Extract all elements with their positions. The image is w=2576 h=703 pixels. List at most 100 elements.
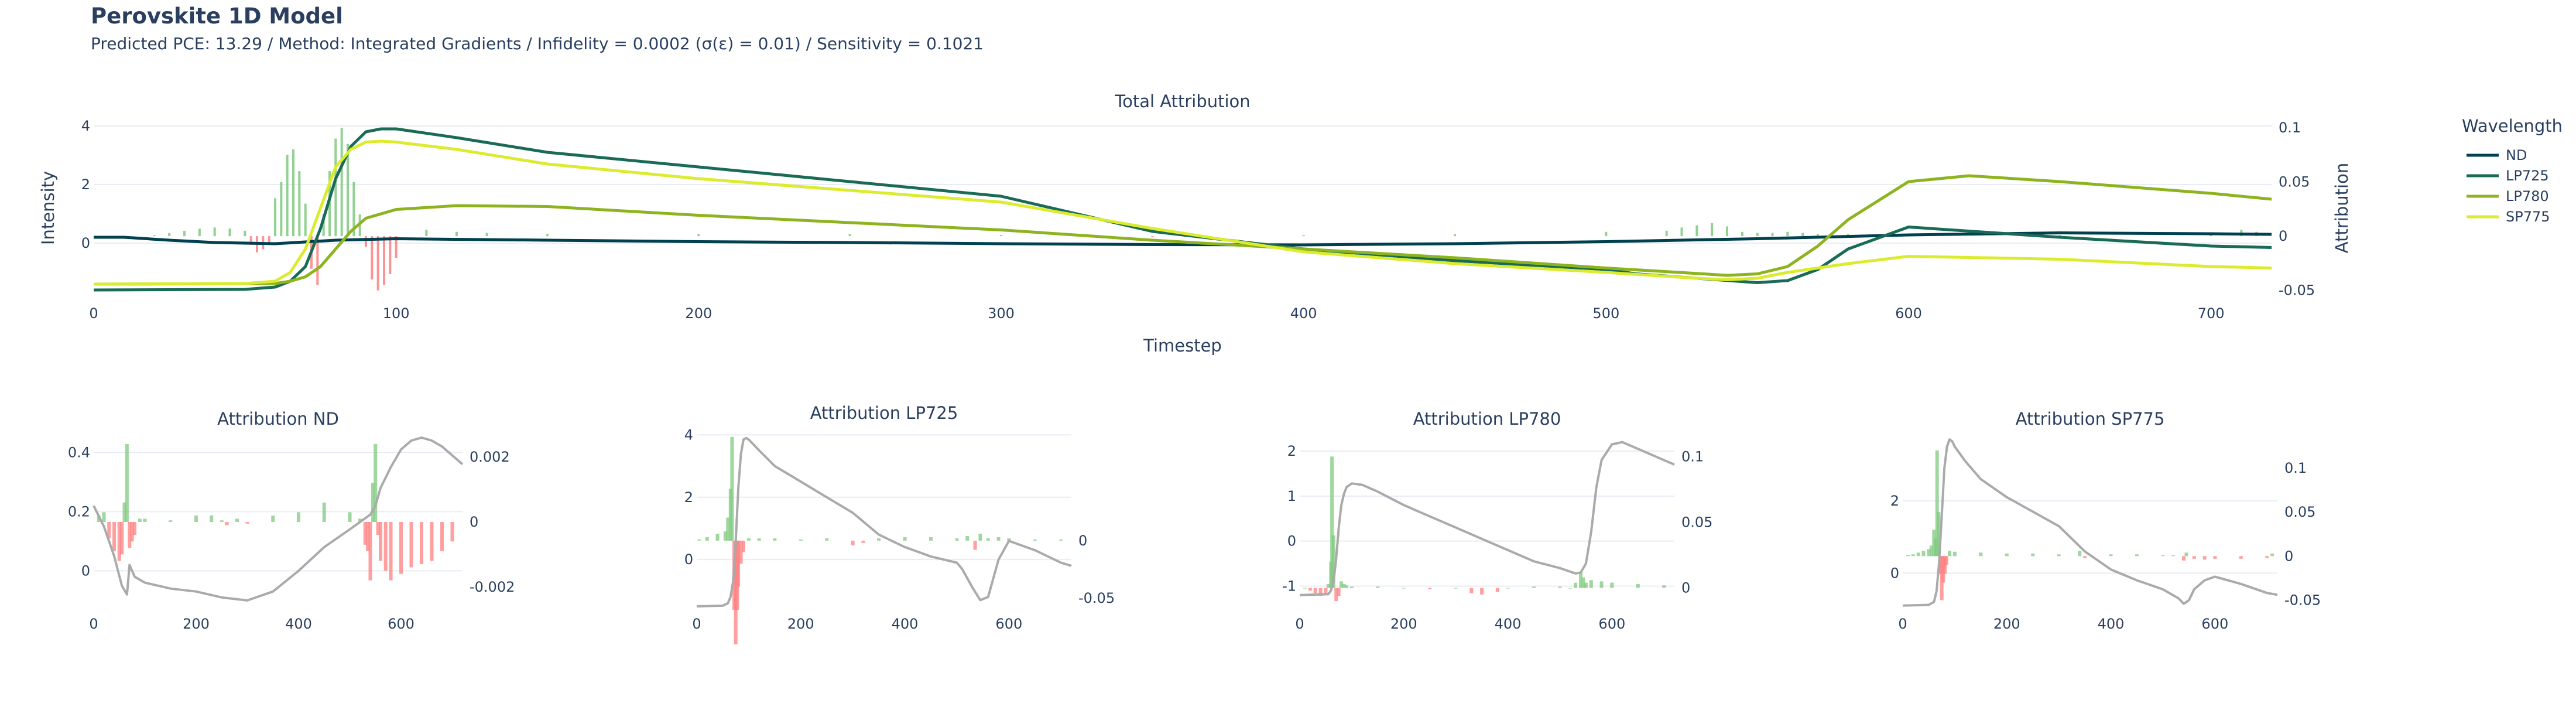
attribution-bar — [1921, 551, 1926, 557]
attribution-bar — [2270, 553, 2274, 557]
attribution-bar — [1756, 233, 1759, 237]
attribution-bar — [1326, 583, 1330, 588]
attribution-bar — [102, 512, 106, 522]
x-tick-label: 0 — [89, 616, 98, 632]
attribution-bar — [2192, 556, 2196, 559]
attribution-bar — [368, 522, 372, 581]
attribution-bar — [1662, 585, 1666, 588]
x-tick-label: 600 — [1895, 305, 1922, 322]
x-axis-label: Timestep — [1143, 336, 1222, 356]
attribution-bar — [1589, 580, 1593, 588]
attribution-bar — [1007, 538, 1011, 541]
series-line-lp725 — [93, 127, 2272, 292]
attribution-bar — [861, 540, 865, 543]
attribution-bar — [117, 522, 121, 561]
attribution-bar — [235, 518, 239, 522]
attribution-bar — [973, 540, 977, 550]
legend-title: Wavelength — [2462, 116, 2563, 136]
attribution-bar — [1033, 539, 1037, 541]
attribution-bar — [1911, 554, 1915, 557]
attribution-bar — [986, 538, 990, 541]
attribution-bar — [1330, 456, 1334, 588]
attribution-bar — [125, 444, 129, 522]
legend-entry-lp725: LP725 — [2506, 168, 2549, 184]
y-tick-label: 0 — [81, 562, 90, 579]
attribution-bar — [1454, 234, 1456, 237]
intensity-line — [1299, 441, 1675, 596]
attribution-bar — [2161, 555, 2165, 557]
attribution-bar — [363, 522, 367, 545]
y-tick-label: 4 — [81, 118, 90, 134]
x-tick-label: 400 — [1495, 616, 1522, 632]
attribution-bar — [210, 515, 214, 522]
attribution-bar — [389, 522, 393, 581]
attribution-bar — [1402, 588, 1406, 589]
attribution-bar — [1318, 588, 1323, 596]
attribution-bar — [1979, 552, 1983, 557]
attribution-bar — [1695, 225, 1698, 237]
y-tick-label: 2 — [1890, 493, 1899, 509]
x-tick-label: 200 — [787, 616, 814, 632]
attribution-bar — [225, 522, 229, 525]
intensity-line — [1902, 438, 2278, 607]
x-tick-label: 0 — [1295, 616, 1304, 632]
attribution-bar — [1937, 512, 1941, 557]
attribution-bar — [1680, 227, 1683, 237]
y2-tick-label: 0.05 — [2279, 174, 2310, 190]
attribution-bar — [358, 518, 362, 522]
attribution-bar — [1000, 235, 1002, 237]
attribution-bar — [2202, 556, 2207, 560]
attribution-bar — [1771, 233, 1774, 237]
y2-tick-label: 0.1 — [2279, 120, 2301, 136]
attribution-bar — [304, 203, 307, 237]
x-tick-label: 600 — [1598, 616, 1625, 632]
attribution-bar — [1480, 588, 1484, 595]
attribution-bar — [220, 520, 224, 522]
attribution-bar — [244, 230, 246, 237]
attribution-bar — [213, 227, 216, 237]
attribution-bar — [133, 522, 136, 535]
attribution-bar — [1454, 588, 1458, 589]
attribution-bar — [2182, 556, 2186, 561]
attribution-bar — [153, 235, 156, 237]
attribution-bar — [730, 436, 734, 541]
y2-tick-label: -0.05 — [1078, 590, 1115, 606]
x-tick-label: 0 — [89, 305, 98, 322]
attribution-bar — [2083, 556, 2087, 558]
attribution-bar — [268, 236, 270, 243]
attribution-bar — [399, 522, 403, 574]
x-tick-label: 700 — [2198, 305, 2225, 322]
attribution-bar — [425, 230, 428, 237]
x-tick-label: 100 — [383, 305, 410, 322]
y2-tick-label: 0 — [2279, 228, 2287, 244]
attribution-bar — [122, 502, 126, 522]
attribution-bar — [757, 538, 761, 541]
attribution-bar — [112, 522, 116, 551]
x-tick-label: 200 — [1993, 616, 2020, 632]
attribution-bar — [340, 127, 343, 237]
y-tick-label: 4 — [684, 426, 693, 443]
x-tick-label: 200 — [183, 616, 210, 632]
attribution-bar — [128, 522, 132, 548]
attribution-bar — [371, 483, 375, 522]
attribution-bar — [347, 144, 349, 237]
y2-tick-label: -0.05 — [2279, 282, 2315, 299]
y-axis-label: Intensity — [38, 171, 58, 245]
attribution-bar — [1605, 231, 1608, 237]
attribution-bar — [328, 171, 331, 237]
attribution-bar — [130, 522, 134, 542]
attribution-bar — [742, 540, 745, 552]
attribution-bar — [383, 236, 385, 285]
legend-entry-sp775: SP775 — [2506, 209, 2550, 225]
attribution-bar — [1952, 551, 1957, 557]
y-tick-label: 0 — [81, 235, 90, 251]
attribution-bar — [705, 537, 709, 541]
attribution-bar — [877, 538, 881, 541]
attribution-bar — [1610, 582, 1614, 588]
attribution-bar — [2135, 554, 2139, 557]
attribution-bar — [965, 536, 970, 541]
attribution-bar — [183, 230, 186, 237]
attribution-bar — [1340, 581, 1344, 588]
attribution-bar — [2031, 553, 2035, 557]
x-tick-label: 600 — [2201, 616, 2228, 632]
